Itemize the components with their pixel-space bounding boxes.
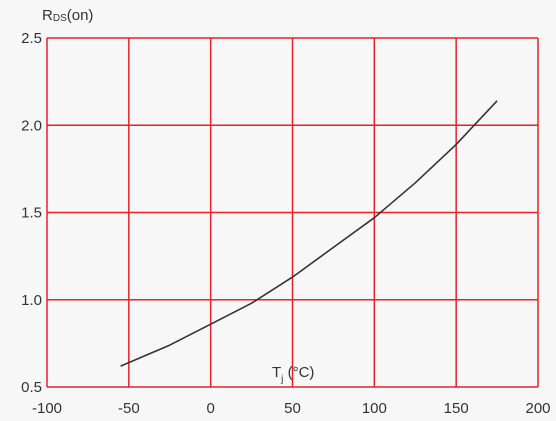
curve-layer	[120, 100, 498, 367]
y-axis-label: RDS(on)	[42, 7, 93, 24]
x-tick-label: -100	[32, 400, 62, 417]
grid	[46, 37, 539, 388]
x-axis-label: Tj (°C)	[272, 364, 314, 385]
series-line	[120, 100, 498, 367]
y-tick-label: 1.5	[21, 205, 42, 222]
x-tick-label: 50	[284, 400, 301, 417]
x-tick-label: 150	[444, 400, 469, 417]
x-tick-label: 0	[206, 400, 214, 417]
y-tick-label: 2.5	[21, 30, 42, 47]
x-tick-label: 100	[362, 400, 387, 417]
y-tick-label: 1.0	[21, 292, 42, 309]
y-tick-label: 0.5	[21, 379, 42, 396]
tick-labels: -100 -50 0 50 100 150 200 0.5 1.0 1.5 2.0 2.5	[21, 30, 550, 417]
x-tick-label: 200	[525, 400, 550, 417]
y-tick-label: 2.0	[21, 117, 42, 134]
x-tick-label: -50	[118, 400, 140, 417]
